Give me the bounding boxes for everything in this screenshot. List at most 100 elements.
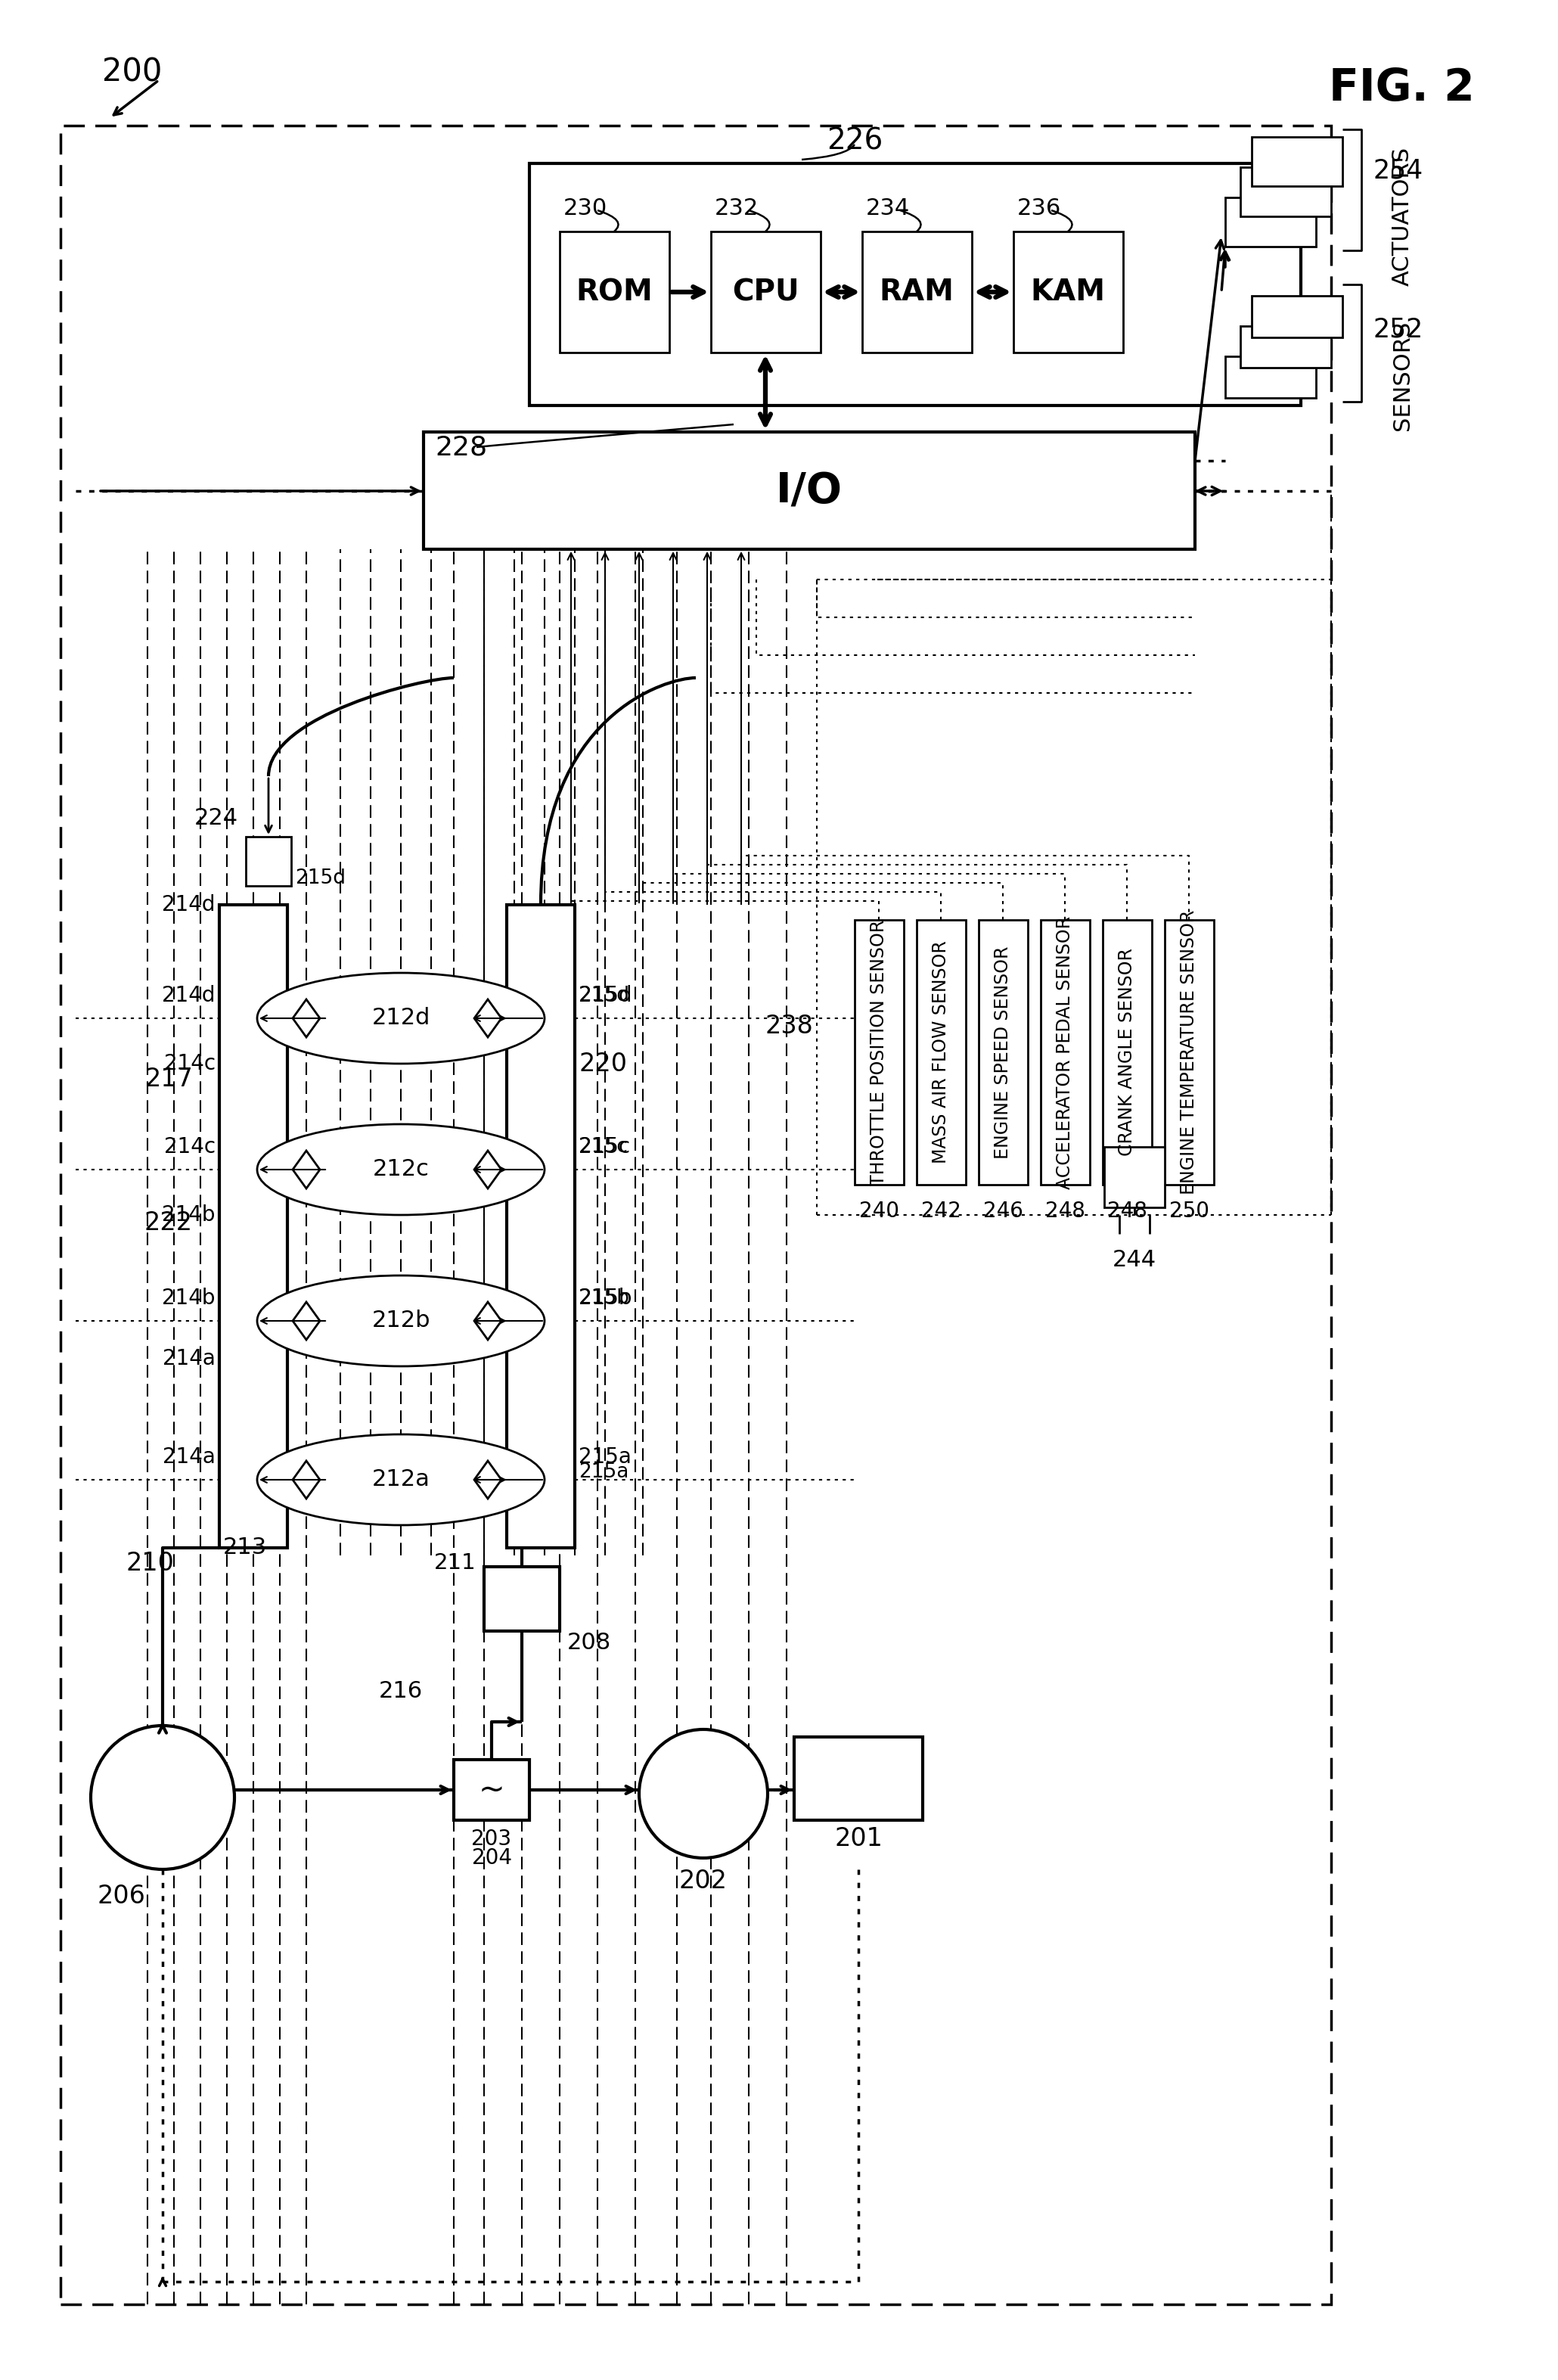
- Text: 214c: 214c: [164, 1052, 215, 1073]
- Text: 226: 226: [826, 126, 883, 155]
- Polygon shape: [474, 1150, 502, 1188]
- Text: 215c: 215c: [578, 1135, 629, 1157]
- Text: 204: 204: [472, 1847, 511, 1868]
- Text: 214b: 214b: [162, 1204, 215, 1226]
- Bar: [1251, 295, 1343, 338]
- Bar: [506, 904, 575, 1547]
- Text: 214d: 214d: [162, 895, 215, 916]
- Text: 215a: 215a: [578, 1447, 631, 1468]
- Text: 236: 236: [1017, 198, 1061, 219]
- Bar: [559, 231, 670, 352]
- Text: 248: 248: [1106, 1200, 1147, 1221]
- Polygon shape: [293, 1302, 319, 1340]
- Text: 214d: 214d: [162, 985, 215, 1007]
- Bar: [1225, 357, 1317, 397]
- Bar: [1103, 921, 1151, 1185]
- Bar: [916, 921, 966, 1185]
- Text: 220: 220: [578, 1052, 626, 1076]
- Bar: [1013, 231, 1123, 352]
- Ellipse shape: [257, 973, 545, 1064]
- Text: ROM: ROM: [575, 278, 653, 307]
- Polygon shape: [293, 1150, 319, 1188]
- Text: KAM: KAM: [1030, 278, 1105, 307]
- Text: 222: 222: [145, 1209, 193, 1235]
- Text: 215c: 215c: [578, 1138, 628, 1157]
- Text: ~: ~: [478, 1773, 505, 1806]
- Bar: [862, 231, 972, 352]
- Text: MASS AIR FLOW SENSOR: MASS AIR FLOW SENSOR: [932, 940, 950, 1164]
- Bar: [978, 921, 1028, 1185]
- Ellipse shape: [257, 1276, 545, 1366]
- Bar: [710, 231, 821, 352]
- Text: 211: 211: [435, 1552, 477, 1573]
- Circle shape: [639, 1730, 768, 1859]
- Text: ACCELERATOR PEDAL SENSOR: ACCELERATOR PEDAL SENSOR: [1056, 916, 1073, 1190]
- Text: 252: 252: [1373, 317, 1422, 343]
- Text: 217: 217: [145, 1066, 193, 1092]
- Text: SENSORS: SENSORS: [1391, 321, 1413, 431]
- Text: 206: 206: [97, 1883, 145, 1909]
- Text: 244: 244: [1112, 1250, 1156, 1271]
- Bar: [246, 838, 291, 885]
- Bar: [61, 126, 1331, 2304]
- Text: 215a: 215a: [578, 1461, 629, 1483]
- Bar: [424, 433, 1195, 550]
- Bar: [1240, 326, 1331, 367]
- Text: 248: 248: [1045, 1200, 1084, 1221]
- Text: 214b: 214b: [162, 1288, 215, 1309]
- Text: RAM: RAM: [879, 278, 953, 307]
- Text: 215d: 215d: [578, 985, 633, 1007]
- Text: 238: 238: [765, 1014, 813, 1038]
- Ellipse shape: [257, 1123, 545, 1214]
- Text: 214a: 214a: [162, 1447, 215, 1468]
- Text: 200: 200: [103, 57, 162, 88]
- Text: 215b: 215b: [578, 1288, 629, 1309]
- Bar: [530, 164, 1301, 405]
- Text: 215d: 215d: [578, 985, 629, 1004]
- Text: ENGINE SPEED SENSOR: ENGINE SPEED SENSOR: [994, 945, 1013, 1159]
- Text: 246: 246: [983, 1200, 1024, 1221]
- Text: 212d: 212d: [372, 1007, 430, 1028]
- Bar: [1165, 921, 1214, 1185]
- Bar: [220, 904, 287, 1547]
- Text: 202: 202: [679, 1868, 728, 1892]
- Bar: [485, 1566, 559, 1630]
- Text: 203: 203: [472, 1828, 511, 1849]
- Polygon shape: [474, 1461, 502, 1499]
- Text: 212b: 212b: [371, 1309, 430, 1333]
- Text: 240: 240: [858, 1200, 899, 1221]
- Text: 215b: 215b: [578, 1288, 633, 1309]
- Text: 228: 228: [435, 433, 488, 459]
- Text: 210: 210: [126, 1549, 174, 1576]
- Bar: [855, 921, 904, 1185]
- Polygon shape: [474, 1302, 502, 1340]
- Text: 201: 201: [834, 1825, 882, 1852]
- Bar: [1240, 167, 1331, 217]
- Text: ENGINE TEMPERATURE SENSOR: ENGINE TEMPERATURE SENSOR: [1179, 909, 1198, 1195]
- Text: 250: 250: [1168, 1200, 1209, 1221]
- Text: CRANK ANGLE SENSOR: CRANK ANGLE SENSOR: [1117, 947, 1136, 1157]
- Text: ACTUATORS: ACTUATORS: [1391, 148, 1413, 286]
- Text: 213: 213: [223, 1537, 266, 1559]
- Ellipse shape: [257, 1435, 545, 1526]
- Text: 208: 208: [567, 1630, 611, 1654]
- Text: I/O: I/O: [776, 471, 843, 512]
- Text: 230: 230: [564, 198, 608, 219]
- Text: 216: 216: [379, 1680, 422, 1702]
- Bar: [1041, 921, 1091, 1185]
- Bar: [1251, 138, 1343, 186]
- Polygon shape: [293, 1461, 319, 1499]
- Bar: [795, 1737, 922, 1821]
- Text: THROTTLE POSITION SENSOR: THROTTLE POSITION SENSOR: [869, 919, 888, 1185]
- Text: FIG. 2: FIG. 2: [1329, 67, 1475, 109]
- Text: 234: 234: [866, 198, 910, 219]
- Polygon shape: [474, 1000, 502, 1038]
- Bar: [1225, 198, 1317, 248]
- Text: 215d: 215d: [294, 869, 346, 888]
- Text: 214a: 214a: [162, 1347, 215, 1368]
- Text: 212c: 212c: [372, 1159, 428, 1180]
- Text: 254: 254: [1373, 157, 1422, 183]
- Circle shape: [90, 1725, 234, 1868]
- Bar: [453, 1759, 530, 1821]
- Text: CPU: CPU: [732, 278, 799, 307]
